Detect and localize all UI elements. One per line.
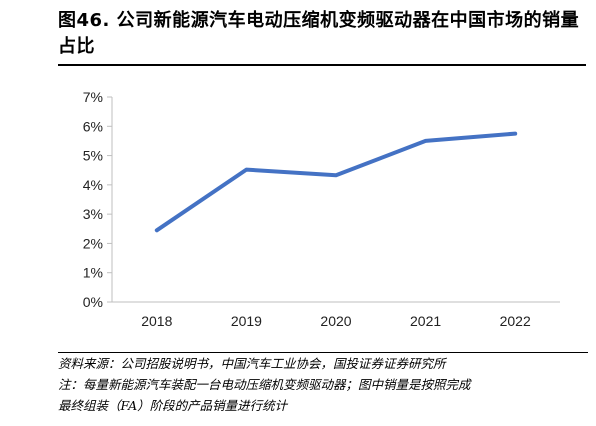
series-line xyxy=(154,131,518,233)
source-note: 资料来源：公司招股说明书，中国汽车工业协会，国投证券证券研究所 xyxy=(58,356,446,371)
title-rule xyxy=(58,64,586,66)
series-group xyxy=(154,131,518,233)
x-tick-label: 2020 xyxy=(320,313,351,329)
figure-footer: 资料来源：公司招股说明书，中国汽车工业协会，国投证券证券研究所 注：每量新能源汽… xyxy=(58,352,588,416)
note-line-1: 注：每量新能源汽车装配一台电动压缩机变频驱动器；图中销量是按照完成 xyxy=(58,377,471,392)
y-tick-label: 0% xyxy=(83,294,103,310)
y-tick-label: 5% xyxy=(83,148,103,164)
y-tick-label: 6% xyxy=(83,118,103,134)
y-tick-label: 3% xyxy=(83,206,103,222)
y-tick-label: 1% xyxy=(83,265,103,281)
y-axis: 0% 1% 2% 3% 4% 5% 6% 7% xyxy=(83,89,113,310)
note-line-2: 最终组装（FA）阶段的产品销量进行统计 xyxy=(58,398,288,413)
x-tick-label: 2019 xyxy=(231,313,262,329)
x-tick-label: 2022 xyxy=(500,313,531,329)
y-tick-label: 4% xyxy=(83,177,103,193)
x-tick-label: 2021 xyxy=(410,313,441,329)
line-chart: 0% 1% 2% 3% 4% 5% 6% 7% 2018 2019 2020 2021 2022 xyxy=(83,89,560,329)
figure-title: 图46. 公司新能源汽车电动压缩机变频驱动器在中国市场的销量占比 xyxy=(58,10,580,57)
y-tick-label: 2% xyxy=(83,235,103,251)
x-tick-label: 2018 xyxy=(141,313,172,329)
y-tick-label: 7% xyxy=(83,89,103,105)
x-axis: 2018 2019 2020 2021 2022 xyxy=(112,301,560,329)
